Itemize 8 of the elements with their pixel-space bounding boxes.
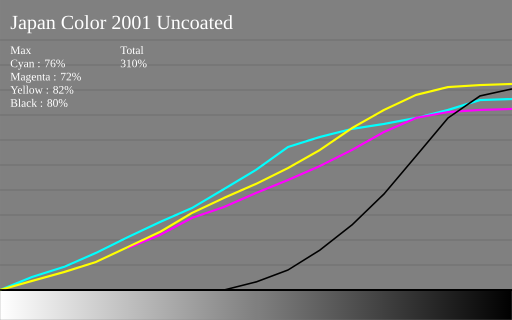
text: Max	[10, 46, 32, 54]
annotation: Black : 80%	[10, 98, 68, 107]
annotation: Yellow : 82%	[10, 86, 74, 94]
text: Total	[120, 46, 144, 54]
text: Magenta : 72%	[10, 72, 81, 83]
chart-title: Japan Color 2001 Uncoated	[10, 15, 233, 34]
text: Cyan : 76%	[10, 60, 65, 70]
text: 310%	[120, 60, 147, 68]
